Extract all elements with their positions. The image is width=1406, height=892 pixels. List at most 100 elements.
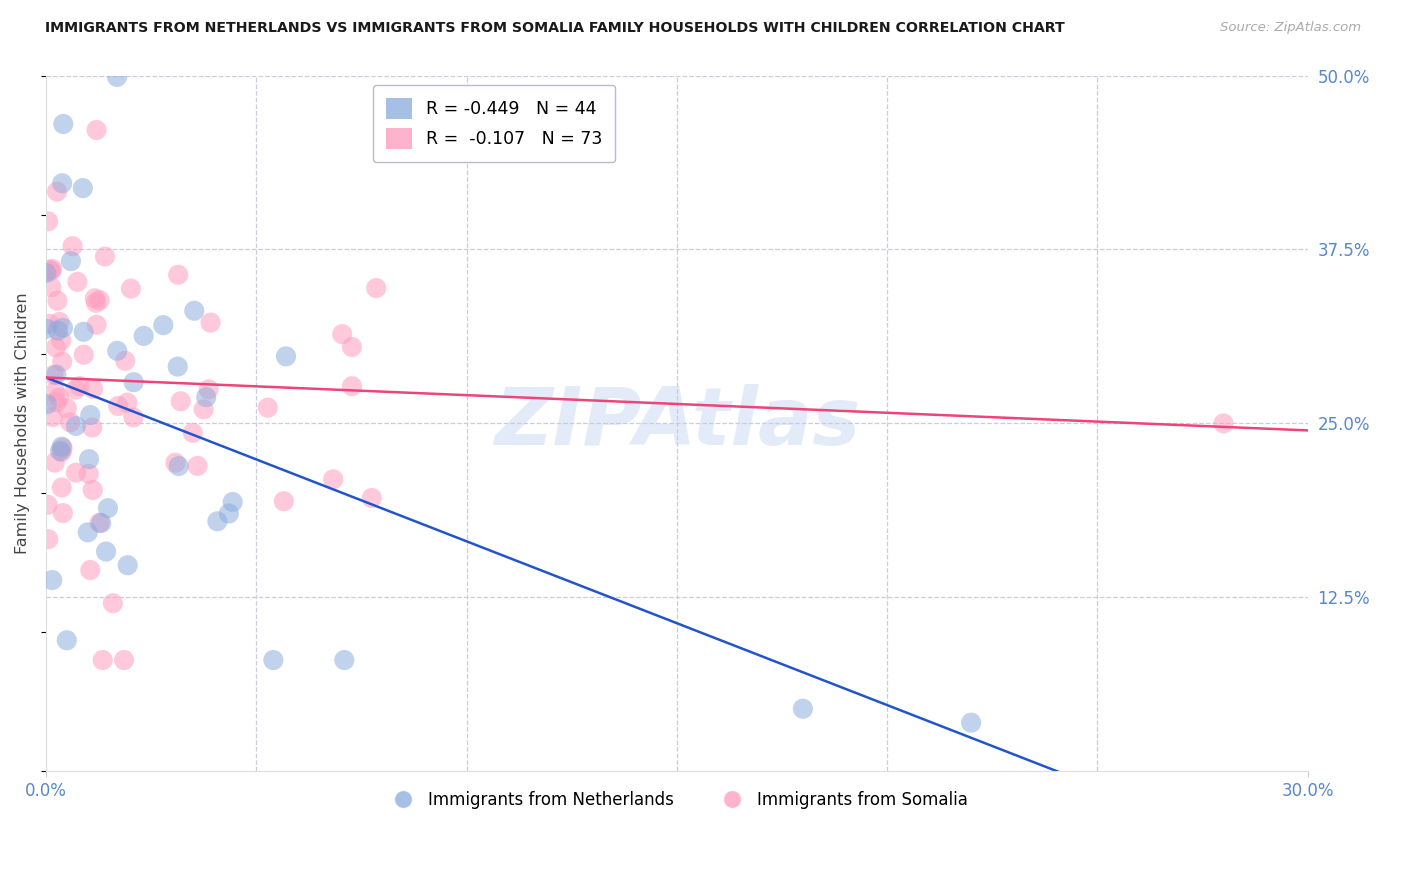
Point [112,653,135,667]
Point [49,444,72,458]
Point [48,391,70,405]
Point [46,324,69,338]
Point [38,317,60,331]
Point [333,653,356,667]
Point [82,382,104,396]
Point [256,401,278,415]
Point [83,291,105,305]
Point [72,181,94,195]
Point [273,494,295,508]
Point [37,214,59,228]
Point [52,117,75,131]
Point [52,320,75,334]
Point [167,268,190,282]
Point [45,340,67,354]
Point [79,563,101,577]
Point [218,507,240,521]
Point [170,394,193,409]
Point [72,325,94,339]
Point [107,399,129,413]
Point [46,185,69,199]
Point [45,368,67,382]
Point [89,516,111,530]
Point [51,354,73,368]
Point [262,653,284,667]
Point [101,596,124,610]
Point [340,340,363,354]
Point [73,348,96,362]
Point [65,419,87,434]
Point [181,425,204,440]
Point [51,334,73,348]
Text: Source: ZipAtlas.com: Source: ZipAtlas.com [1220,21,1361,34]
Point [46,293,69,308]
Point [340,379,363,393]
Text: IMMIGRANTS FROM NETHERLANDS VS IMMIGRANTS FROM SOMALIA FAMILY HOUSEHOLDS WITH CH: IMMIGRANTS FROM NETHERLANDS VS IMMIGRANT… [45,21,1064,35]
Point [366,281,388,295]
Point [167,458,190,473]
Point [132,329,155,343]
Point [165,456,187,470]
Point [66,275,89,289]
Point [97,501,120,516]
Y-axis label: Family Households with Children: Family Households with Children [15,293,30,554]
Point [195,390,218,404]
Point [122,375,145,389]
Point [152,318,174,333]
Point [90,516,112,530]
Point [120,282,142,296]
Point [91,653,114,667]
Point [77,467,100,481]
Legend: Immigrants from Netherlands, Immigrants from Somalia: Immigrants from Netherlands, Immigrants … [380,784,974,815]
Point [117,558,139,573]
Point [59,254,82,268]
Point [197,382,219,396]
Point [44,384,66,399]
Point [105,70,128,84]
Point [330,327,353,342]
Point [42,368,65,382]
Point [360,491,382,505]
Point [222,495,245,509]
Point [51,480,73,494]
Point [76,525,98,540]
Point [41,280,63,294]
Point [193,402,215,417]
Point [39,264,62,278]
Point [35,397,58,411]
Point [42,410,65,425]
Point [200,316,222,330]
Point [41,573,63,587]
Point [122,410,145,425]
Point [79,408,101,422]
Point [59,415,82,429]
Point [82,420,104,434]
Point [207,514,229,528]
Point [56,401,79,416]
Point [86,123,108,137]
Point [56,633,79,648]
Point [38,263,60,277]
Point [41,262,63,277]
Point [105,343,128,358]
Point [94,544,117,558]
Point [274,350,297,364]
Point [86,318,108,332]
Point [37,498,59,512]
Point [51,445,73,459]
Point [44,456,66,470]
Point [117,395,139,409]
Point [62,239,84,253]
Point [114,354,136,368]
Point [94,250,117,264]
Point [322,472,344,486]
Point [51,440,73,454]
Text: ZIPAtlas: ZIPAtlas [494,384,860,462]
Point [792,702,814,716]
Point [35,266,58,280]
Point [48,315,70,329]
Point [82,483,104,497]
Point [51,176,73,190]
Point [65,466,87,480]
Point [166,359,188,374]
